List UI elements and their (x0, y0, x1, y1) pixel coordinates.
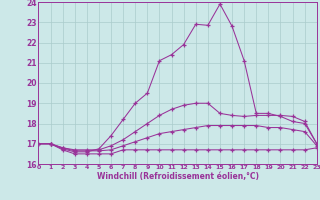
X-axis label: Windchill (Refroidissement éolien,°C): Windchill (Refroidissement éolien,°C) (97, 172, 259, 181)
